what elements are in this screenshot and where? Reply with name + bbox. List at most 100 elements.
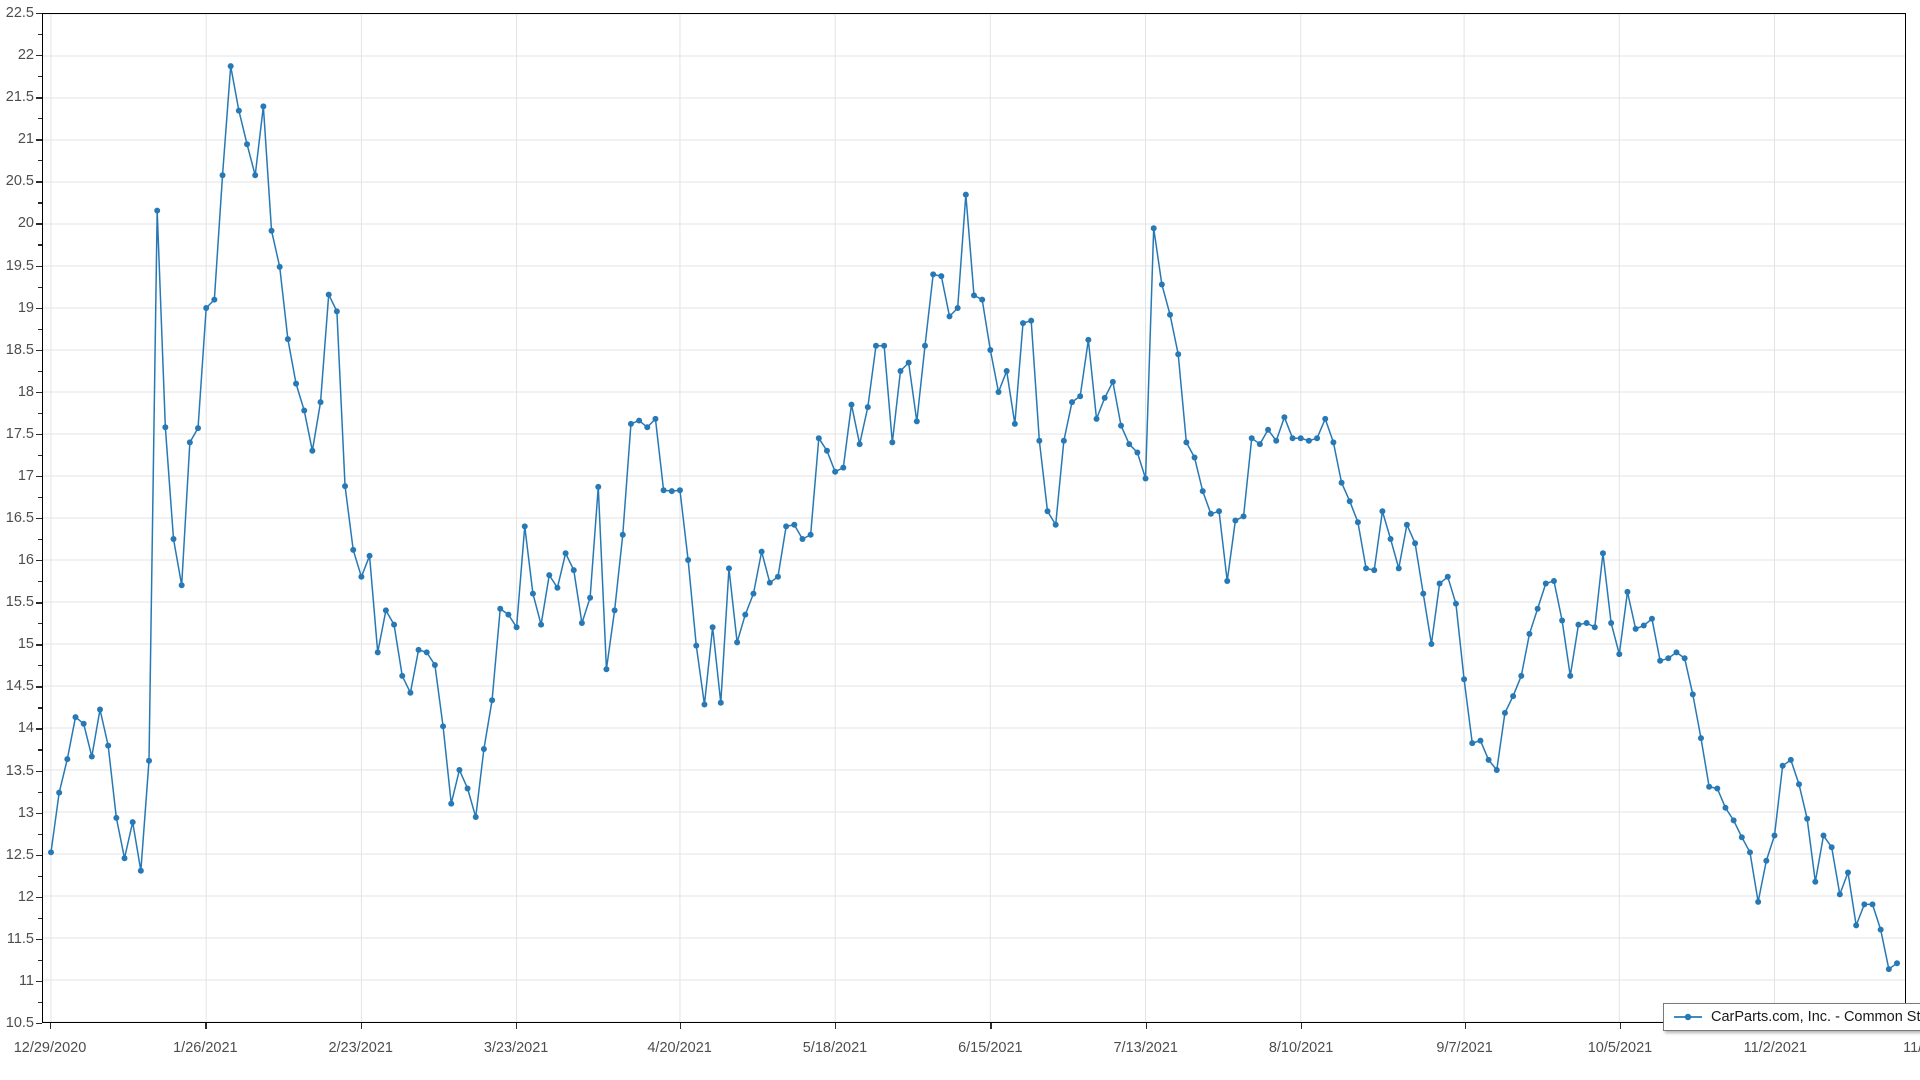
y-tick-label: 17.5 — [5, 425, 34, 442]
y-tick-label: 22 — [17, 47, 34, 64]
x-axis-tick — [50, 1023, 52, 1029]
y-tick-label: 22.5 — [5, 5, 34, 21]
legend-line-marker-icon — [1674, 1013, 1702, 1021]
y-axis-tick — [36, 433, 42, 436]
y-axis-tick — [36, 938, 42, 941]
y-axis-minor-tick — [38, 160, 42, 162]
x-axis-tick — [205, 1023, 207, 1029]
series-line-carparts — [47, 63, 1901, 973]
x-tick-label: 8/10/2021 — [1268, 1040, 1334, 1056]
y-axis-minor-tick — [38, 454, 42, 457]
y-axis-tick — [36, 223, 42, 225]
y-tick-label: 15.5 — [5, 594, 34, 611]
x-tick-label: 12/29/2020 — [13, 1040, 87, 1056]
y-axis-minor-tick — [38, 496, 42, 499]
gridlines — [43, 14, 1905, 1022]
y-axis-tick — [36, 812, 42, 814]
y-axis-tick — [36, 980, 42, 983]
y-tick-label: 17 — [17, 467, 34, 484]
x-tick-label: 10/5/2021 — [1587, 1040, 1653, 1056]
x-tick-label: 4/20/2021 — [647, 1040, 712, 1056]
y-axis-minor-tick — [38, 959, 42, 962]
x-axis-tick — [834, 1023, 837, 1029]
y-tick-label: 16.5 — [5, 510, 34, 526]
y-tick-label: 13 — [17, 804, 34, 821]
y-tick-label: 13.5 — [5, 762, 34, 779]
x-axis-tick — [1619, 1023, 1622, 1029]
y-axis-tick — [36, 602, 42, 604]
y-axis-tick — [36, 896, 42, 899]
y-axis-minor-tick — [38, 370, 42, 372]
y-axis-tick — [36, 97, 42, 99]
y-axis-tick — [36, 560, 42, 562]
y-axis-minor-tick — [38, 875, 42, 877]
y-tick-label: 19 — [17, 299, 34, 316]
y-axis-minor-tick — [38, 539, 42, 541]
x-tick-label: 5/18/2021 — [802, 1040, 868, 1056]
x-tick-label: 9/7/2021 — [1436, 1040, 1493, 1056]
y-tick-label: 19.5 — [5, 257, 34, 274]
y-axis-minor-tick — [38, 76, 42, 78]
x-tick-label: 11/30/2021 — [1903, 1040, 1920, 1056]
y-axis-minor-tick — [38, 244, 42, 246]
y-axis-minor-tick — [38, 917, 42, 919]
x-axis-tick — [1464, 1023, 1466, 1029]
y-axis-minor-tick — [38, 286, 42, 288]
y-tick-label: 15 — [17, 636, 34, 653]
y-axis-minor-tick — [38, 749, 42, 751]
y-tick-label: 18.5 — [5, 341, 34, 358]
x-tick-label: 3/23/2021 — [483, 1040, 549, 1056]
y-axis-tick — [36, 518, 42, 520]
y-axis-tick — [36, 644, 42, 646]
y-axis-tick — [36, 265, 42, 267]
y-axis-minor-tick — [38, 707, 42, 709]
x-axis-tick — [516, 1023, 518, 1029]
y-axis-tick — [36, 139, 42, 141]
y-axis-tick — [36, 770, 42, 772]
x-tick-label: 2/23/2021 — [328, 1040, 393, 1056]
y-axis-tick — [36, 55, 42, 57]
plot-area — [42, 13, 1906, 1023]
y-axis-tick — [36, 13, 42, 15]
y-axis-tick — [36, 854, 42, 857]
y-axis-minor-tick — [38, 665, 42, 667]
y-tick-label: 21 — [17, 131, 34, 148]
y-axis-tick — [36, 307, 42, 309]
chart-legend[interactable]: CarParts.com, Inc. - Common Stock — [1663, 1003, 1920, 1031]
y-axis-minor-tick — [38, 581, 42, 583]
y-axis-tick — [36, 391, 42, 394]
y-tick-label: 11 — [18, 972, 34, 989]
y-axis-minor-tick — [38, 1001, 42, 1004]
y-axis: 22.5 22 21.5 21 20.5 20 19.5 19 18.5 18 17.5 17 16.5… — [0, 0, 42, 1080]
y-axis-minor-tick — [38, 328, 42, 330]
x-axis-tick — [679, 1023, 682, 1029]
y-tick-label: 10.5 — [5, 1015, 34, 1031]
y-axis-minor-tick — [38, 202, 42, 204]
y-axis-minor-tick — [38, 623, 42, 625]
y-axis-minor-tick — [38, 118, 42, 120]
y-tick-label: 21.5 — [5, 89, 34, 106]
y-tick-label: 18 — [17, 383, 34, 400]
x-tick-label: 1/26/2021 — [173, 1040, 238, 1056]
x-axis-tick — [1301, 1023, 1303, 1029]
y-tick-label: 11.5 — [6, 930, 34, 947]
y-tick-label: 14.5 — [5, 678, 34, 695]
x-tick-label: 7/13/2021 — [1113, 1040, 1178, 1056]
x-tick-label: 6/15/2021 — [958, 1040, 1023, 1056]
y-tick-label: 14 — [17, 720, 34, 737]
y-axis-minor-tick — [38, 412, 42, 414]
y-axis-minor-tick — [38, 791, 42, 793]
y-tick-label: 16 — [17, 552, 34, 569]
x-axis-tick — [1145, 1023, 1148, 1029]
y-axis-tick — [36, 1023, 42, 1025]
y-axis-tick — [36, 728, 42, 730]
x-axis-tick — [360, 1023, 363, 1029]
y-tick-label: 12.5 — [5, 846, 34, 863]
y-axis-tick — [36, 181, 42, 183]
y-axis-minor-tick — [38, 34, 42, 36]
y-axis-minor-tick — [38, 833, 42, 835]
y-tick-label: 12 — [17, 888, 34, 905]
x-tick-label: 11/2/2021 — [1743, 1040, 1808, 1056]
